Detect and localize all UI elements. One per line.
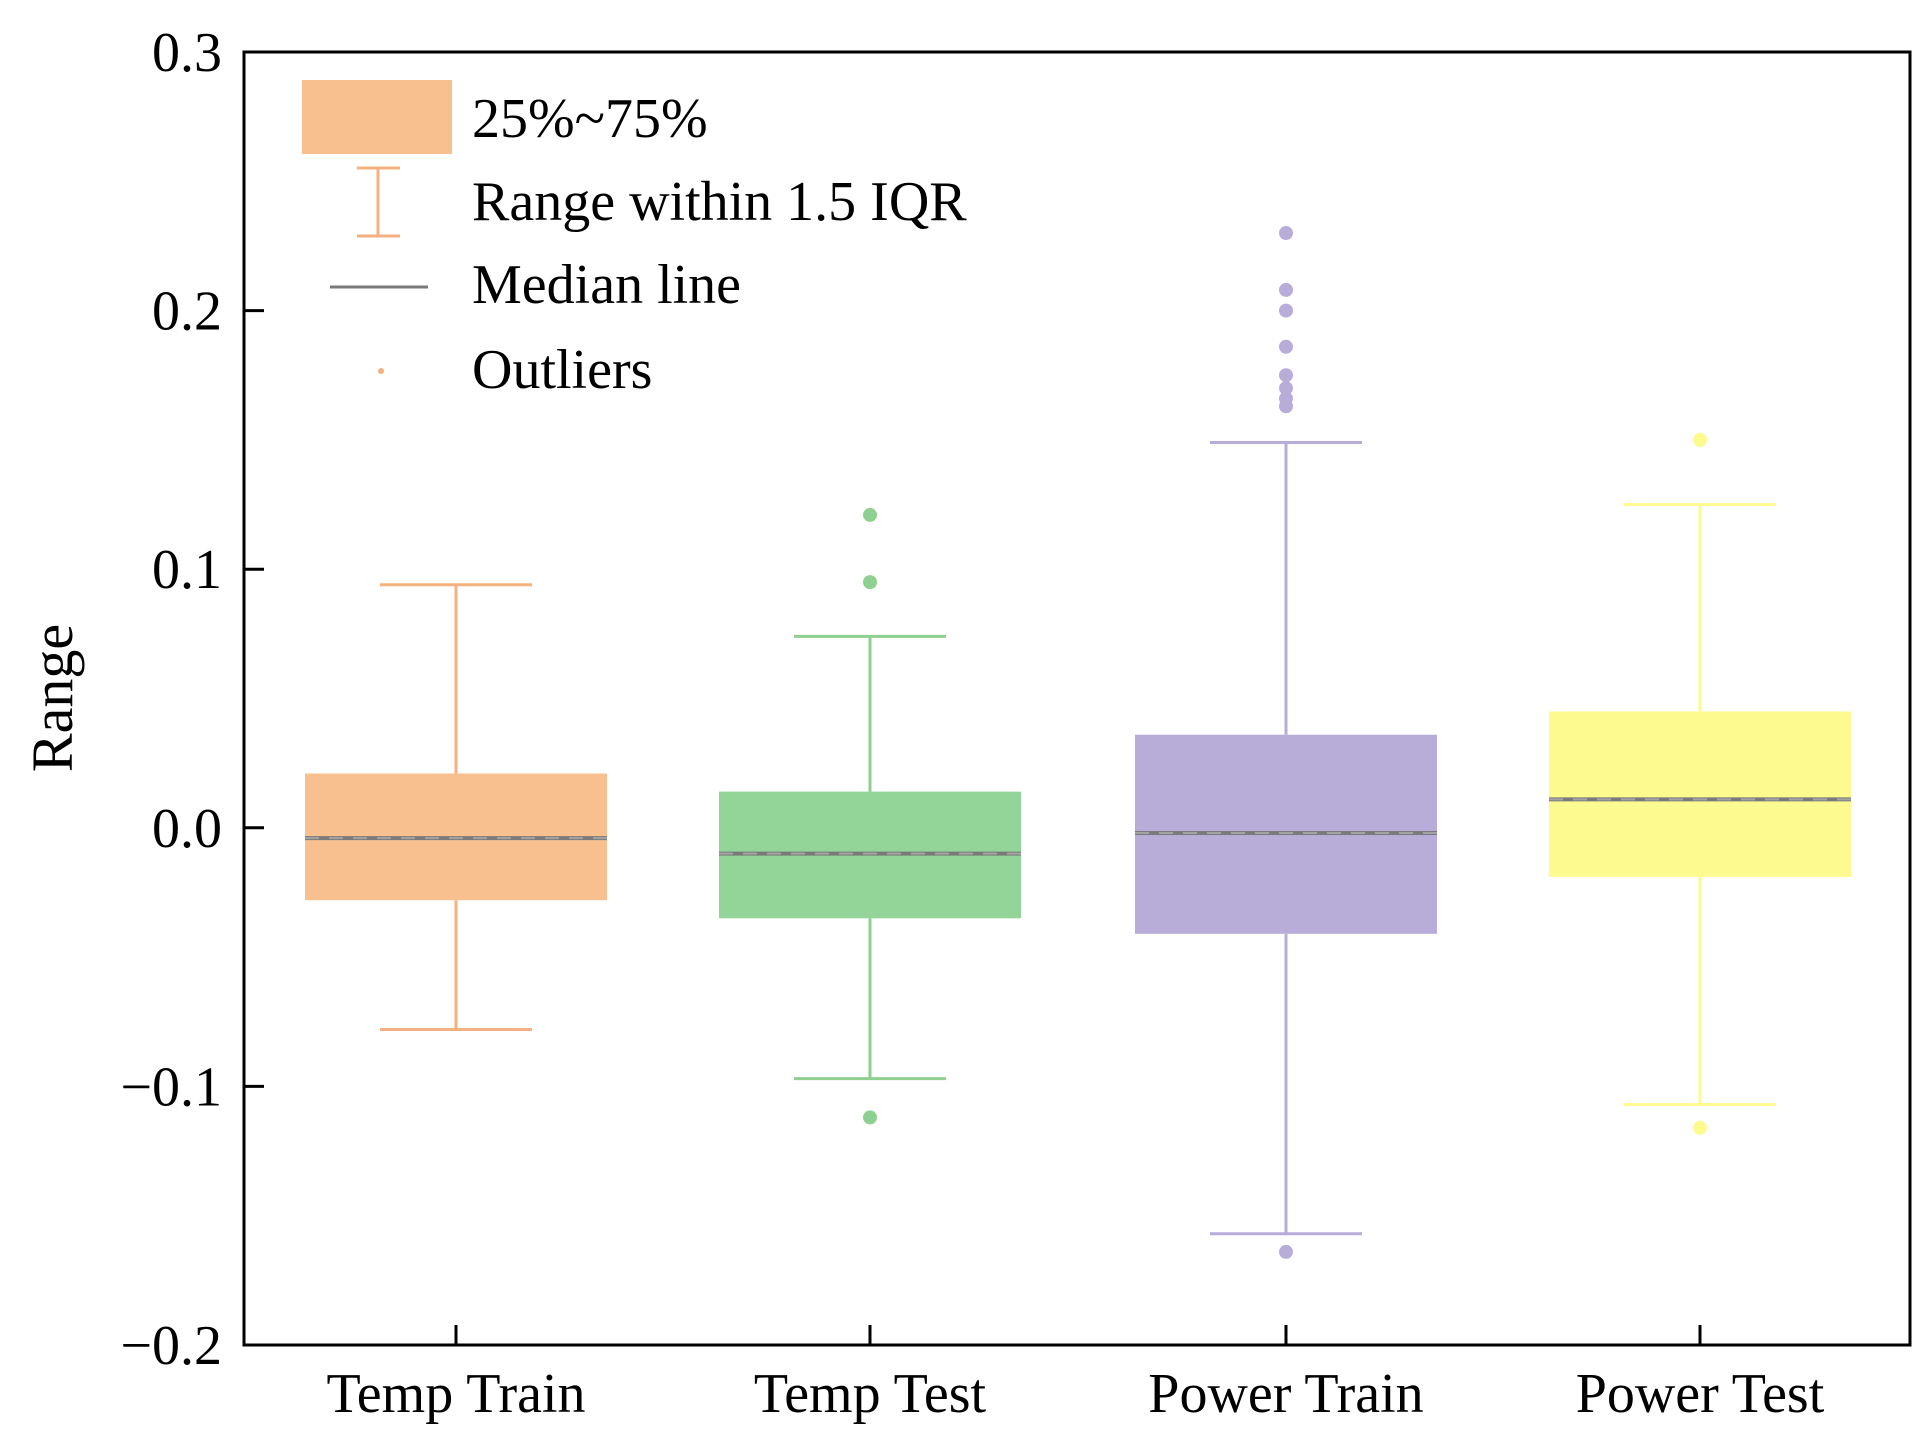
- legend-label-iqr: 25%~75%: [472, 88, 708, 150]
- x-tick-label-temp-train: Temp Train: [327, 1363, 586, 1425]
- legend-label-outliers: Outliers: [472, 339, 652, 401]
- legend-outlier-marker: [378, 368, 384, 374]
- outlier-point: [1279, 1244, 1293, 1259]
- outlier-point: [1693, 1120, 1707, 1135]
- legend-label-median: Median line: [472, 254, 741, 316]
- outlier-point: [1279, 303, 1293, 318]
- box-group-temp-test: [719, 507, 1021, 1125]
- outlier-point: [863, 575, 877, 590]
- plot-layer: [305, 226, 1851, 1259]
- x-tick-label-temp-test: Temp Test: [754, 1363, 987, 1425]
- legend-whisker-icon: [357, 166, 400, 238]
- y-tick-label: 0.3: [152, 22, 222, 84]
- box-group-power-test: [1549, 432, 1851, 1135]
- box-group-temp-train: [305, 583, 607, 1032]
- x-tick-label-power-test: Power Test: [1576, 1363, 1825, 1425]
- y-tick-label: 0.0: [152, 798, 222, 860]
- outlier-point: [863, 1110, 877, 1125]
- outlier-point: [1279, 368, 1293, 383]
- box-group-power-train: [1135, 226, 1437, 1259]
- outlier-point: [1279, 226, 1293, 241]
- legend-label-whisker: Range within 1.5 IQR: [472, 171, 967, 233]
- y-tick-label: −0.1: [120, 1056, 222, 1118]
- y-tick-label: 0.2: [152, 281, 222, 343]
- iqr-box: [1549, 711, 1851, 877]
- plot-frame: [242, 50, 1912, 1347]
- axis-layer: Temp Train Temp Test Power Train Power Test…: [120, 22, 1824, 1425]
- y-axis-title: Range: [20, 624, 85, 772]
- x-tick-label-power-train: Power Train: [1148, 1363, 1423, 1425]
- outlier-point: [1279, 381, 1293, 396]
- outlier-point: [1279, 282, 1293, 297]
- outlier-point: [1693, 432, 1707, 447]
- outlier-point: [863, 507, 877, 522]
- y-tick-label: 0.1: [152, 539, 222, 601]
- y-tick-label: −0.2: [120, 1315, 222, 1377]
- legend-box-patch: [302, 80, 452, 154]
- legend: 25%~75% Range within 1.5 IQR Median line…: [302, 80, 967, 401]
- outlier-point: [1279, 339, 1293, 354]
- outlier-point: [1279, 399, 1293, 414]
